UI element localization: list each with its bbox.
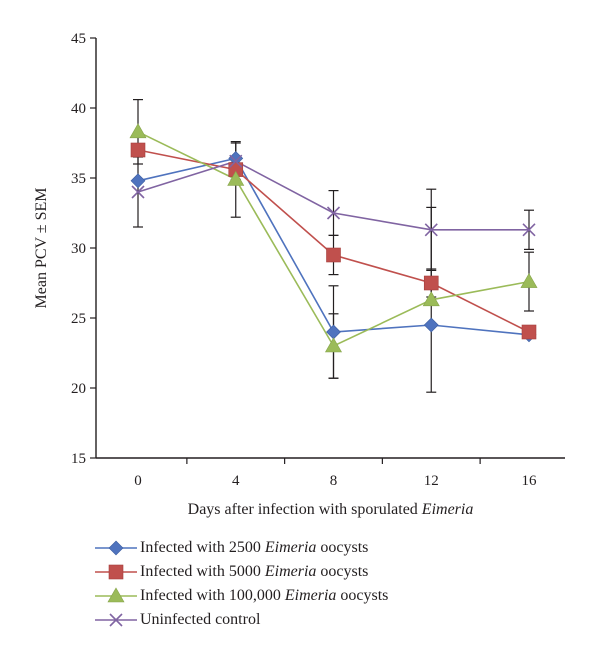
data-point-series-2 (520, 272, 538, 288)
marker-stroke (522, 223, 536, 237)
legend-label-control: Uninfected control (140, 611, 261, 628)
legend-label-100000: Infected with 100,000 Eimeria oocysts (140, 587, 389, 604)
legend-swatch-100000 (95, 587, 137, 603)
x-axis-title: Days after infection with sporulated Eim… (188, 501, 474, 518)
legend-swatch-5000 (95, 564, 137, 580)
data-point-series-2 (129, 123, 147, 139)
x-tick-label: 12 (424, 473, 439, 489)
series-markers-3 (131, 154, 536, 237)
y-tick-label: 15 (71, 451, 86, 467)
y-tick-label: 45 (71, 31, 86, 47)
legend-swatch-marker (108, 540, 124, 556)
marker-stroke (424, 223, 438, 237)
y-tick-label: 40 (71, 101, 86, 117)
legend-item-control: Uninfected control (94, 608, 388, 632)
marker-stroke (229, 154, 243, 168)
y-tick-label: 20 (71, 381, 86, 397)
legend-item-2500: Infected with 2500 Eimeria oocysts (94, 536, 388, 560)
legend-swatch-marker (109, 613, 123, 627)
x-tick-label: 0 (134, 473, 142, 489)
data-point-series-2 (227, 170, 245, 186)
marker-stroke (131, 185, 145, 199)
data-point-series-3 (326, 206, 341, 220)
data-point-series-1 (130, 142, 146, 158)
data-point-series-3 (522, 223, 536, 237)
data-point-series-1 (423, 275, 439, 291)
x-tick-label: 4 (232, 473, 240, 489)
legend-label-5000: Infected with 5000 Eimeria oocysts (140, 563, 369, 580)
data-point-series-0 (130, 173, 146, 189)
y-tick-label: 25 (71, 311, 86, 327)
data-point-series-3 (424, 223, 438, 237)
data-point-series-1 (521, 324, 537, 340)
y-tick-label: 35 (71, 171, 86, 187)
legend-item-100000: Infected with 100,000 Eimeria oocysts (94, 584, 388, 608)
data-point-series-3 (131, 185, 145, 199)
y-tick-label: 30 (71, 241, 86, 257)
legend-label-2500: Infected with 2500 Eimeria oocysts (140, 539, 369, 556)
x-tick-label: 8 (330, 473, 338, 489)
marker-stroke (326, 206, 341, 220)
series-markers-1 (130, 142, 537, 340)
legend-swatch-control (95, 613, 137, 627)
data-point-series-1 (326, 247, 341, 263)
legend: Infected with 2500 Eimeria oocysts Infec… (94, 536, 388, 632)
data-point-series-2 (422, 291, 440, 307)
y-axis-title: Mean PCV ± SEM (33, 188, 50, 309)
data-point-series-3 (229, 154, 243, 168)
legend-swatch-marker (107, 587, 125, 603)
data-point-series-2 (324, 337, 343, 353)
series-markers-2 (129, 123, 538, 353)
x-tick-label: 16 (522, 473, 538, 489)
legend-item-5000: Infected with 5000 Eimeria oocysts (94, 560, 388, 584)
legend-swatch-2500 (95, 540, 137, 556)
marker-stroke (109, 613, 123, 627)
data-point-series-0 (423, 317, 439, 333)
legend-swatch-marker (108, 564, 124, 580)
